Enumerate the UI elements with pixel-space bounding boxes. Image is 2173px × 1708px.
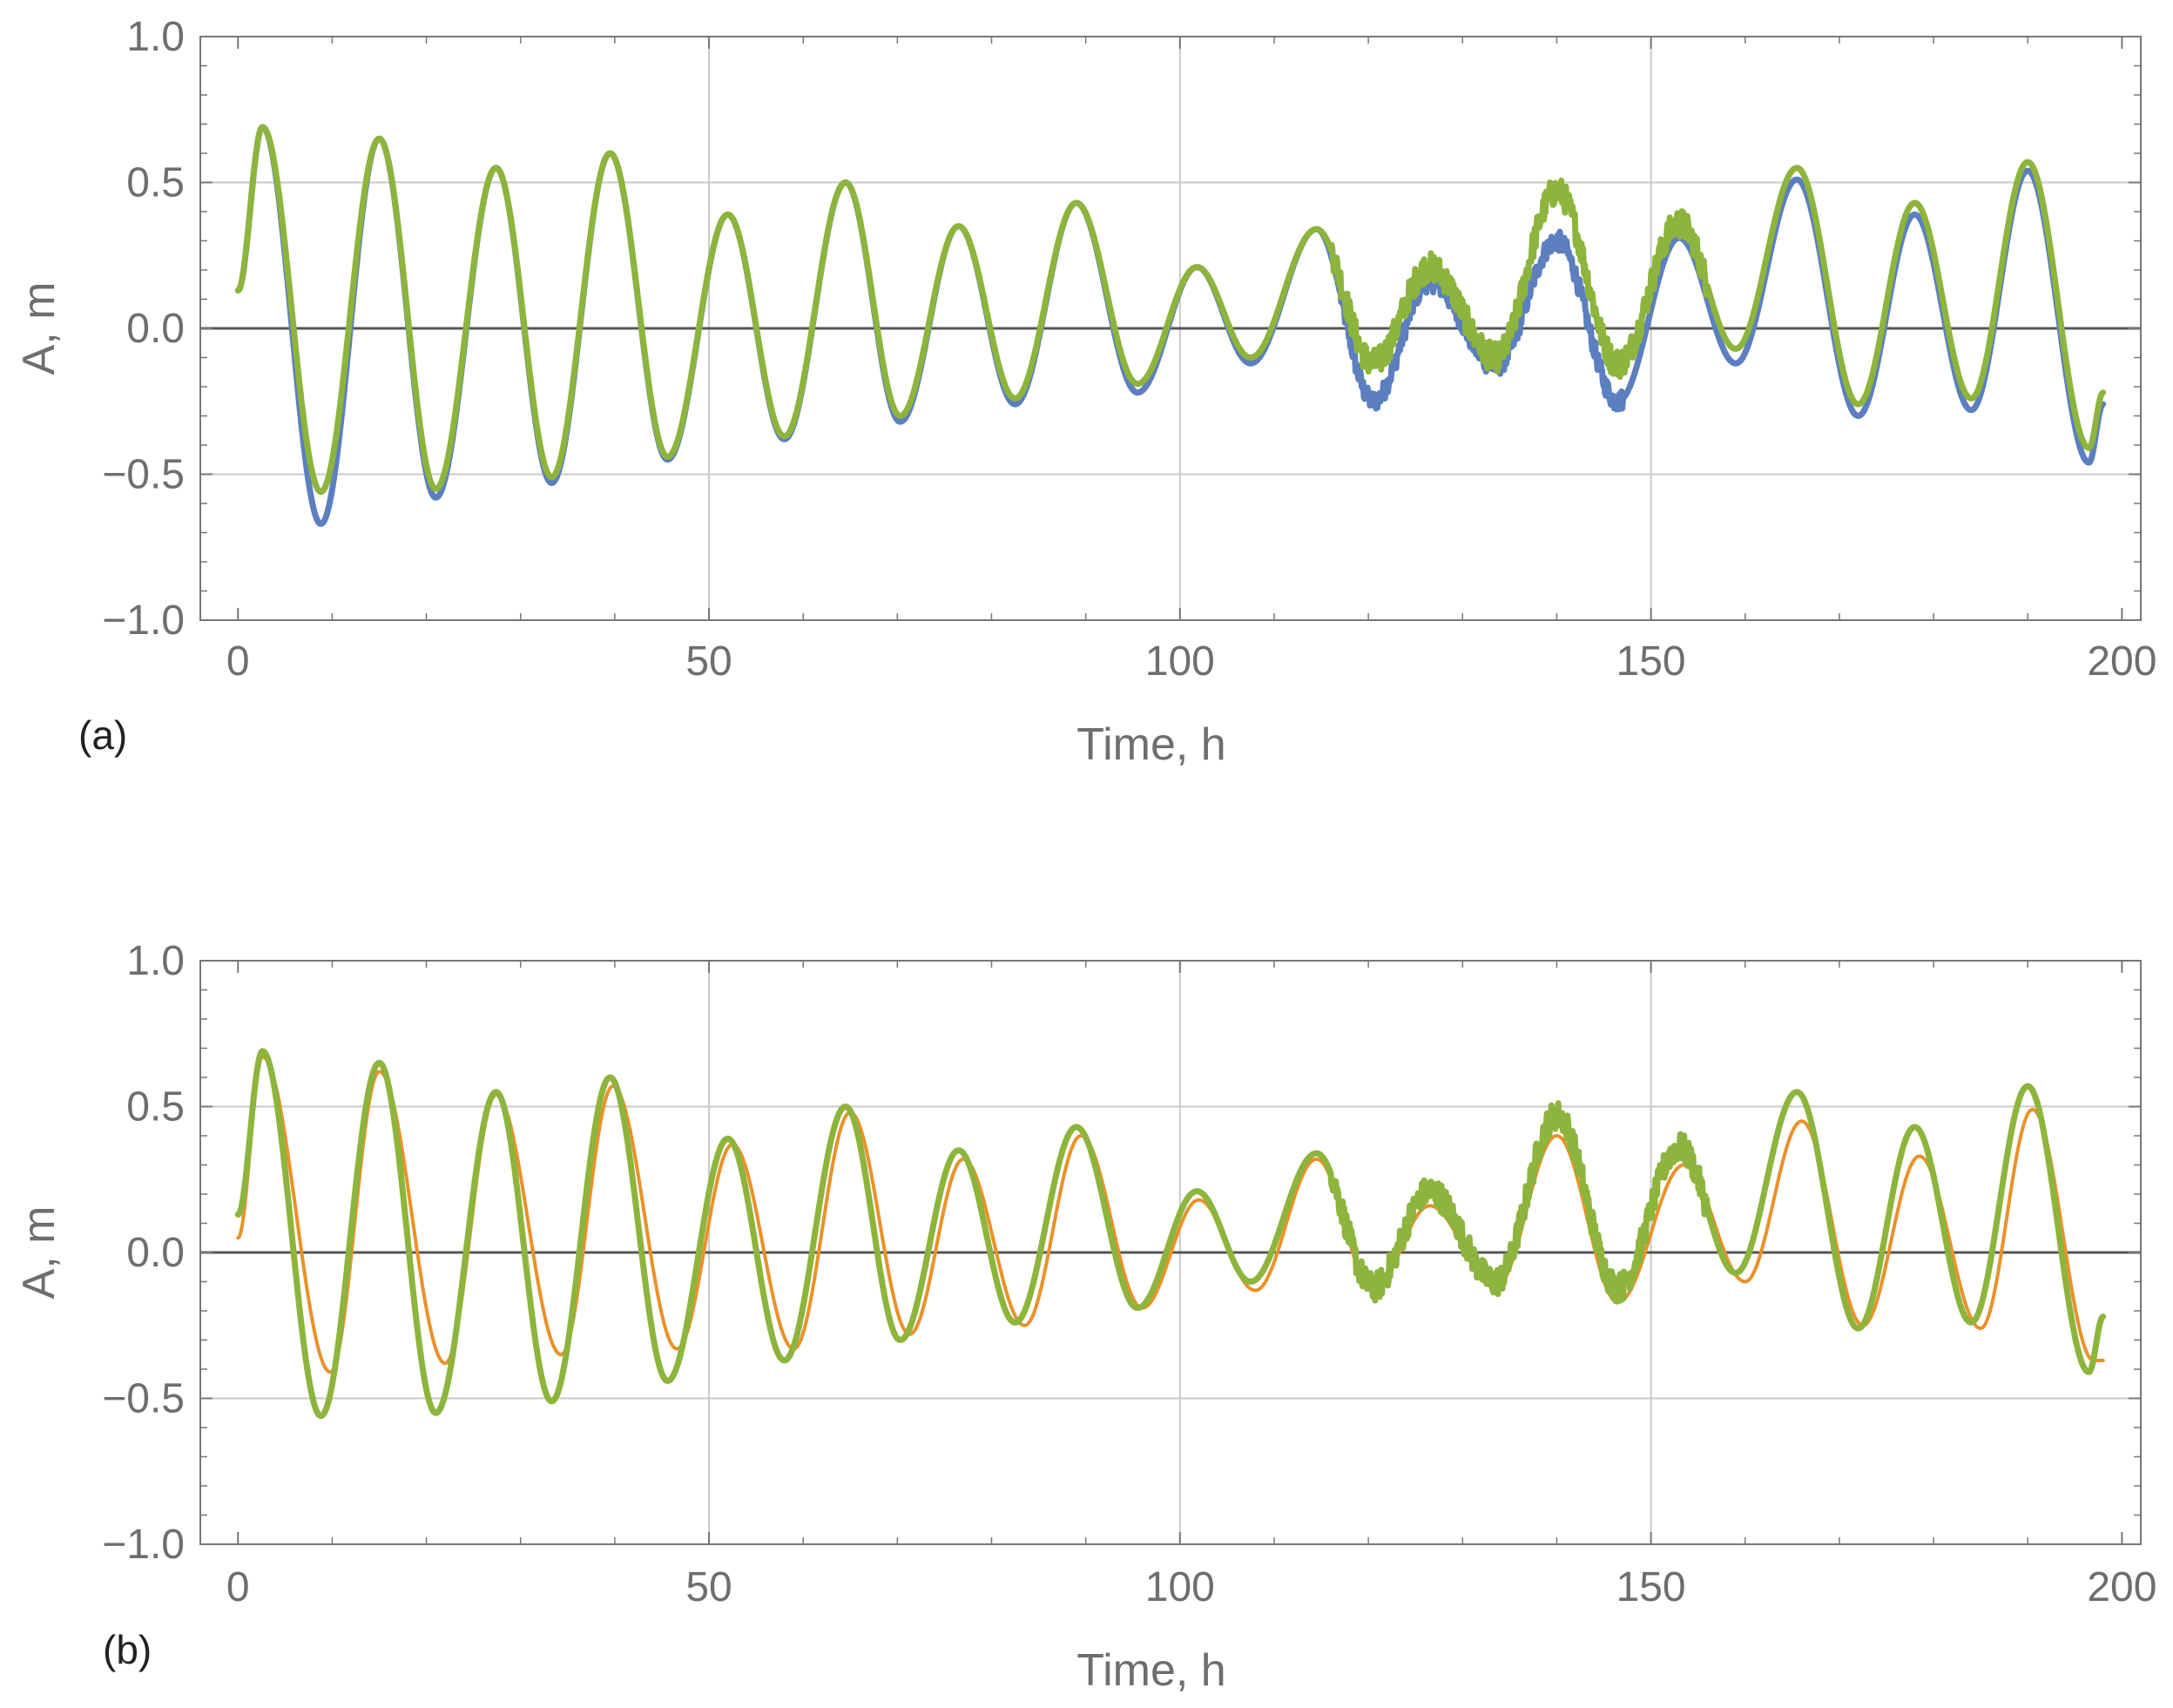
series-layer [234,124,2107,527]
series-line-1 [234,1048,2107,1420]
y-tick-label: 1.0 [126,938,185,984]
x-tick-label: 200 [2087,638,2156,685]
panel-label: (b) [103,1627,152,1672]
y-tick-label: −0.5 [102,1376,185,1422]
y-tick-label: −1.0 [102,1522,185,1568]
x-tick-label: 50 [685,638,732,685]
y-tick-label: 0.5 [126,160,185,206]
panel-b: 0 50 100 150 200 1.0 0.5 0.0 −0.5 −1.0 A, m Time,… [14,938,2156,1696]
x-tick-label: 0 [226,1564,250,1610]
series-layer [234,1048,2107,1420]
series-line-0 [236,1055,2105,1374]
ticks: 0 50 100 150 200 1.0 0.5 0.0 −0.5 −1.0 [102,14,2156,685]
x-tick-label: 0 [226,638,250,685]
x-tick-label: 150 [1616,1564,1686,1610]
y-tick-label: 0.0 [126,1230,185,1276]
y-axis-label: A, m [14,1206,64,1300]
y-tick-label: 0.5 [126,1084,185,1131]
panel-label: (a) [78,712,127,758]
x-axis-label: Time, h [1076,1645,1225,1696]
x-tick-label: 150 [1616,638,1686,685]
y-tick-label: −0.5 [102,452,185,498]
y-axis-label: A, m [14,282,64,375]
x-axis-label: Time, h [1076,719,1225,770]
x-tick-label: 100 [1145,638,1215,685]
panel-a: 0 50 100 150 200 1.0 0.5 0.0 −0.5 −1.0 A, m Time,… [14,14,2156,770]
y-tick-label: 1.0 [126,14,185,60]
y-tick-label: 0.0 [126,306,185,352]
x-tick-label: 200 [2087,1564,2156,1610]
x-tick-label: 100 [1145,1564,1215,1610]
series-line-1 [234,124,2107,496]
x-tick-label: 50 [685,1564,732,1610]
ticks: 0 50 100 150 200 1.0 0.5 0.0 −0.5 −1.0 [102,938,2156,1610]
y-tick-label: −1.0 [102,597,185,644]
